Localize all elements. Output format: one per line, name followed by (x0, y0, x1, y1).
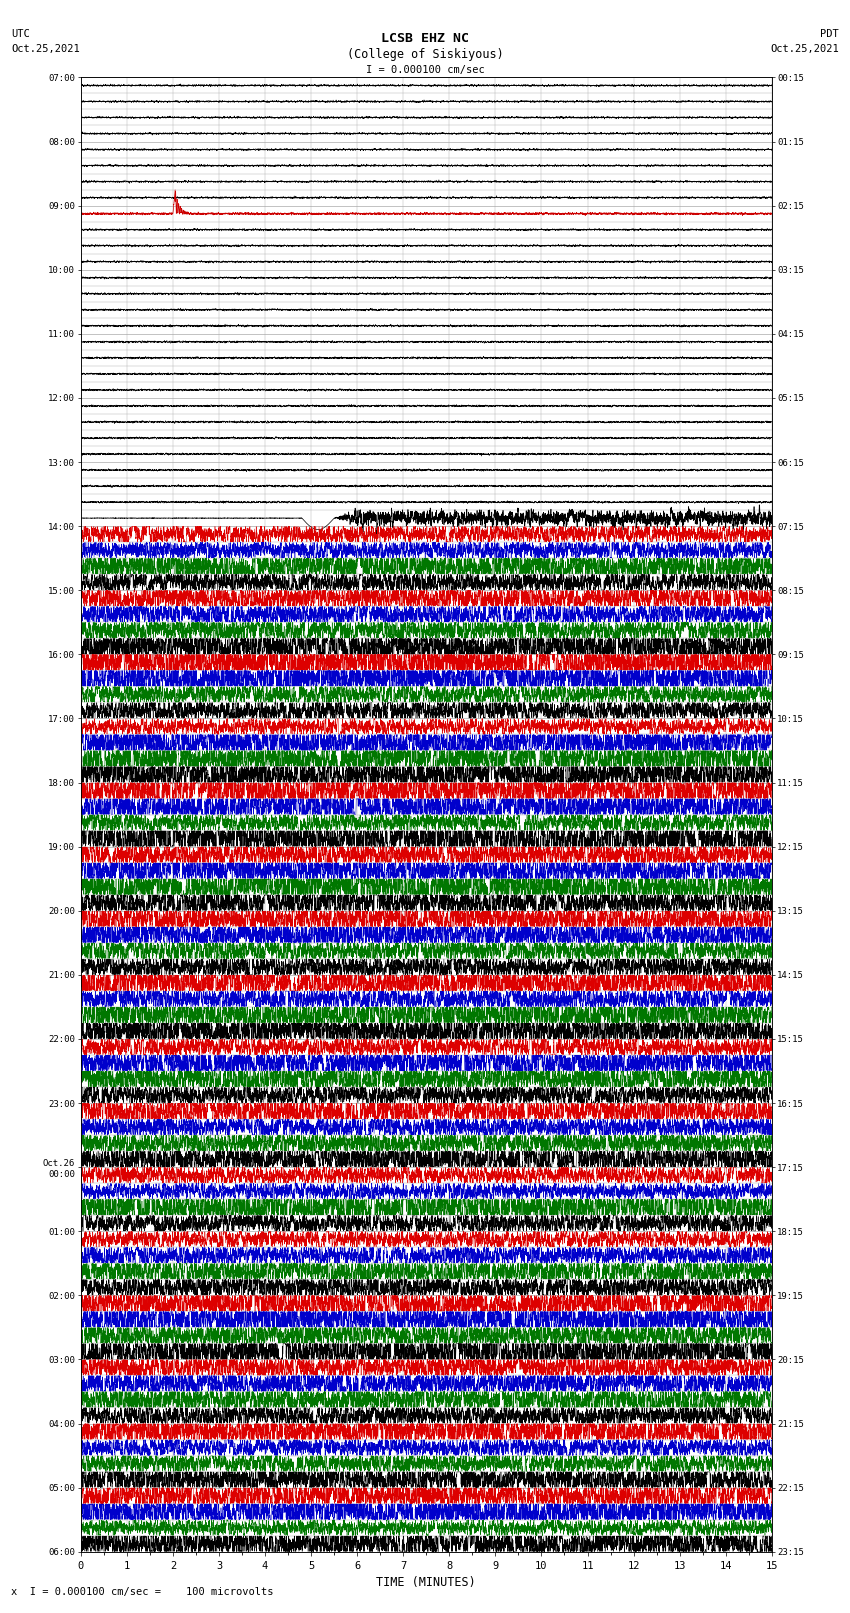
X-axis label: TIME (MINUTES): TIME (MINUTES) (377, 1576, 476, 1589)
Text: UTC: UTC (11, 29, 30, 39)
Text: Oct.25,2021: Oct.25,2021 (11, 44, 80, 53)
Text: (College of Siskiyous): (College of Siskiyous) (347, 48, 503, 61)
Text: PDT: PDT (820, 29, 839, 39)
Text: Oct.25,2021: Oct.25,2021 (770, 44, 839, 53)
Text: LCSB EHZ NC: LCSB EHZ NC (381, 32, 469, 45)
Text: x  I = 0.000100 cm/sec =    100 microvolts: x I = 0.000100 cm/sec = 100 microvolts (11, 1587, 274, 1597)
Text: I = 0.000100 cm/sec: I = 0.000100 cm/sec (366, 65, 484, 74)
